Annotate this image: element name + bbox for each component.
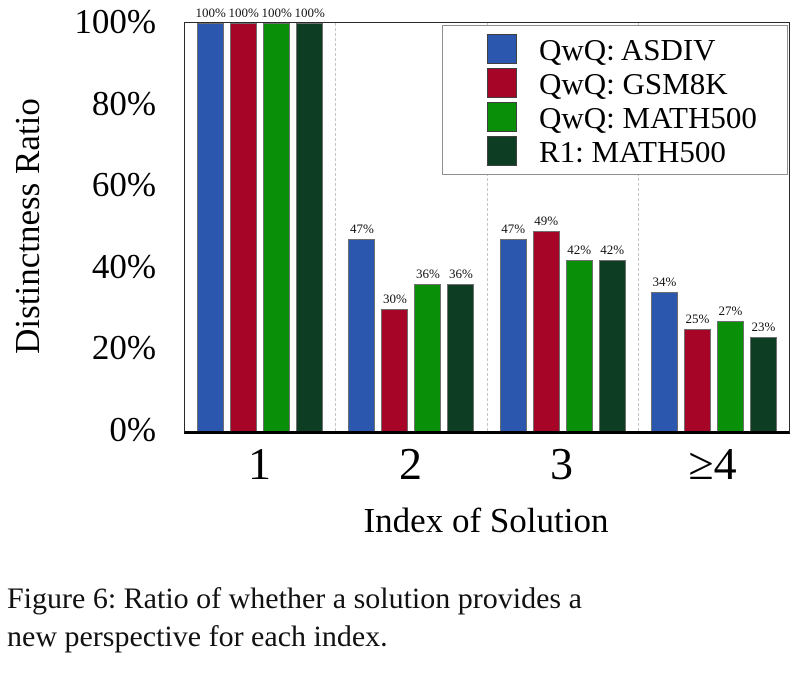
bar-qwq-gsm8k-index-2: 30% xyxy=(381,291,409,431)
bar-group-3: 47% 49% 42% 42% xyxy=(488,23,639,431)
figure-caption: Figure 6: Ratio of whether a solution pr… xyxy=(7,580,793,656)
legend-label: R1: MATH500 xyxy=(539,133,726,169)
bar-qwq-math500-index-4: 27% xyxy=(716,303,744,431)
bar-value-label: 42% xyxy=(567,241,592,257)
bar-value-label: 25% xyxy=(685,311,710,326)
bar-value-label: 100% xyxy=(294,5,325,20)
bar-value-label: 42% xyxy=(600,241,625,257)
y-tick-0: 0% xyxy=(109,410,156,449)
x-axis-label: Index of Solution xyxy=(363,501,609,540)
plot-area: QwQ: ASDIV QwQ: GSM8K QwQ: MATH500 R1: MATH… xyxy=(184,5,790,434)
x-tick-2: 2 xyxy=(399,438,422,489)
x-tick-1: 1 xyxy=(248,438,271,489)
bar-value-label: 27% xyxy=(718,302,743,318)
bar-value-label: 30% xyxy=(382,290,407,306)
bar-value-label: 100% xyxy=(228,5,259,20)
legend-item-r1-math500: R1: MATH500 xyxy=(487,134,787,168)
legend-swatch-qwq-asdiv xyxy=(487,34,517,64)
legend-item-qwq-asdiv: QwQ: ASDIV xyxy=(487,32,787,66)
y-tick-40: 40% xyxy=(91,246,156,286)
legend-label: QwQ: MATH500 xyxy=(539,99,757,135)
bar-qwq-gsm8k-index-3: 49% xyxy=(532,213,560,431)
bar-qwq-math500-index-1: 100% xyxy=(261,5,292,431)
caption-line-2: new perspective for each index. xyxy=(7,620,388,653)
bar-value-label: 100% xyxy=(261,5,292,20)
legend-item-qwq-math500: QwQ: MATH500 xyxy=(487,100,787,134)
legend-label: QwQ: ASDIV xyxy=(539,31,716,67)
legend-swatch-qwq-math500 xyxy=(487,102,517,132)
y-tick-20: 20% xyxy=(91,328,156,368)
bar-value-label: 34% xyxy=(652,274,677,290)
bar-qwq-gsm8k-index-1: 100% xyxy=(228,5,259,431)
bar-group-1: 100% 100% 100% 100% xyxy=(185,5,337,431)
legend: QwQ: ASDIV QwQ: GSM8K QwQ: MATH500 R1: MATH… xyxy=(442,25,788,175)
bar-group-4: 34% 25% 27% 23% xyxy=(639,23,789,431)
x-tick-3: 3 xyxy=(550,438,573,489)
bar-value-label: 47% xyxy=(349,221,374,237)
bar-r1-math500-index-3: 42% xyxy=(598,242,626,431)
bar-r1-math500-index-1: 100% xyxy=(294,5,325,431)
x-tick-4: ≥4 xyxy=(688,438,737,489)
bar-r1-math500-index-2: 36% xyxy=(447,266,475,431)
bar-value-label: 100% xyxy=(195,5,226,20)
bar-value-label: 36% xyxy=(415,266,440,282)
bar-r1-math500-index-4: 23% xyxy=(749,319,777,431)
bar-value-label: 47% xyxy=(501,221,526,237)
y-tick-60: 60% xyxy=(91,165,156,205)
bar-qwq-asdiv-index-1: 100% xyxy=(195,5,226,431)
bar-group-2: 47% 30% 36% 36% xyxy=(336,23,488,431)
bar-qwq-gsm8k-index-4: 25% xyxy=(683,311,711,431)
legend-label: QwQ: GSM8K xyxy=(539,65,728,101)
bar-qwq-asdiv-index-4: 34% xyxy=(650,274,678,431)
legend-swatch-qwq-gsm8k xyxy=(487,68,517,98)
y-tick-100: 100% xyxy=(74,2,156,41)
bar-value-label: 23% xyxy=(751,319,776,335)
bar-value-label: 49% xyxy=(534,213,559,229)
bar-value-label: 36% xyxy=(448,266,473,282)
bar-qwq-math500-index-3: 42% xyxy=(565,242,593,431)
caption-line-1: Figure 6: Ratio of whether a solution pr… xyxy=(7,582,582,615)
bar-qwq-asdiv-index-2: 47% xyxy=(348,221,376,431)
y-axis-label: Distinctness Ratio xyxy=(8,98,47,354)
legend-item-qwq-gsm8k: QwQ: GSM8K xyxy=(487,66,787,100)
bar-qwq-asdiv-index-3: 47% xyxy=(499,221,527,431)
y-tick-80: 80% xyxy=(91,83,156,123)
bar-qwq-math500-index-2: 36% xyxy=(414,266,442,431)
legend-swatch-r1-math500 xyxy=(487,136,517,166)
